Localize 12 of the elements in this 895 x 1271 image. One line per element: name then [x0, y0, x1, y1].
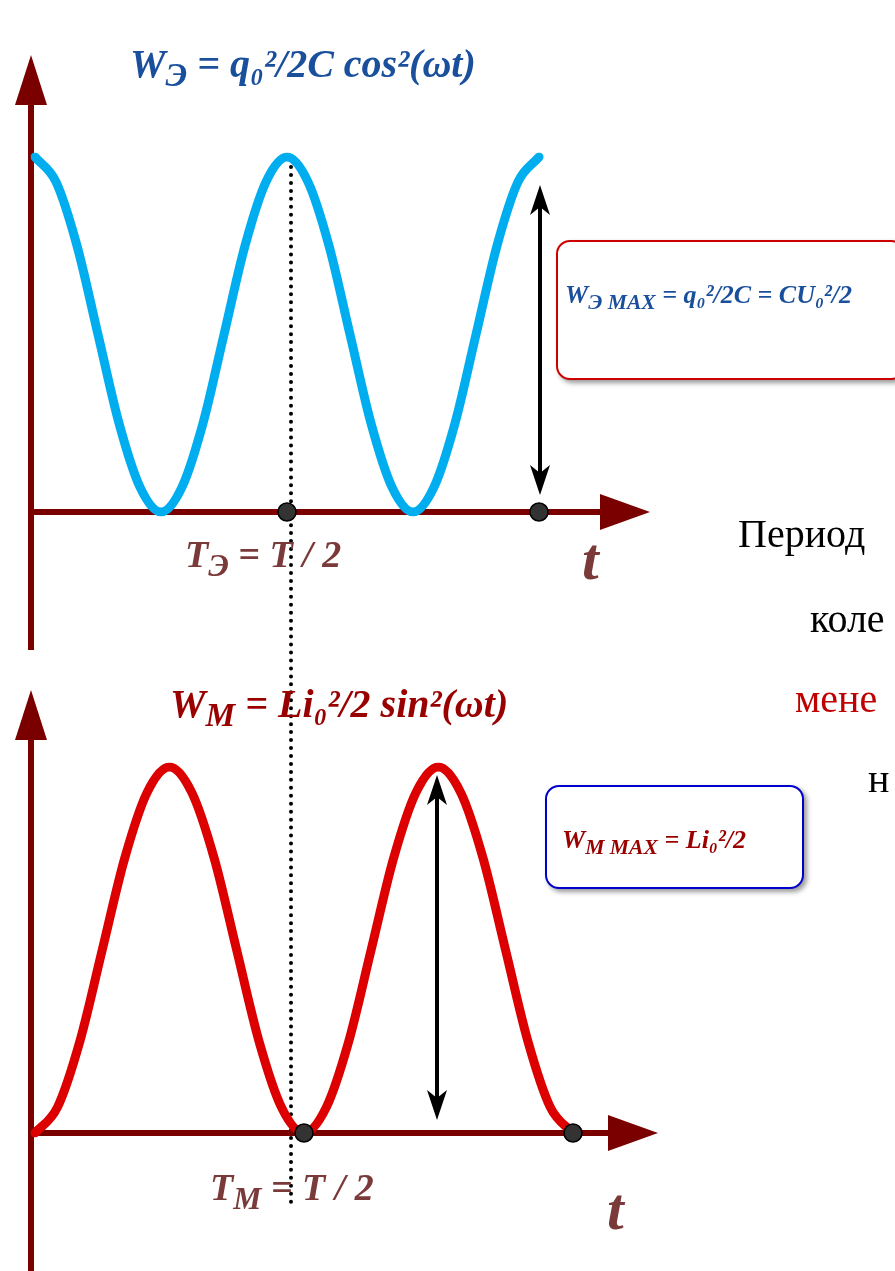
- text: T$_{M}$ = T / 2: [210, 1165, 374, 1217]
- chart-title: W$_{M}$ = Li₀²/2 sin²(ωt): [170, 680, 509, 734]
- x-axis-title: t: [582, 525, 599, 594]
- text: Период: [738, 510, 866, 557]
- text: T$_{Э}$ = T / 2: [185, 532, 342, 584]
- annotation: W$_{Э MAX}$ = q₀²/2C = CU₀²/2: [565, 280, 853, 316]
- text: н: [868, 755, 890, 802]
- annotation: W$_{M MAX}$ = Li₀²/2: [562, 825, 746, 861]
- text: коле: [810, 595, 885, 642]
- text: мене: [795, 675, 878, 722]
- chart-title: W$_{Э}$ = q₀²/2C cos²(ωt): [130, 40, 476, 94]
- x-axis-title: t: [607, 1175, 624, 1244]
